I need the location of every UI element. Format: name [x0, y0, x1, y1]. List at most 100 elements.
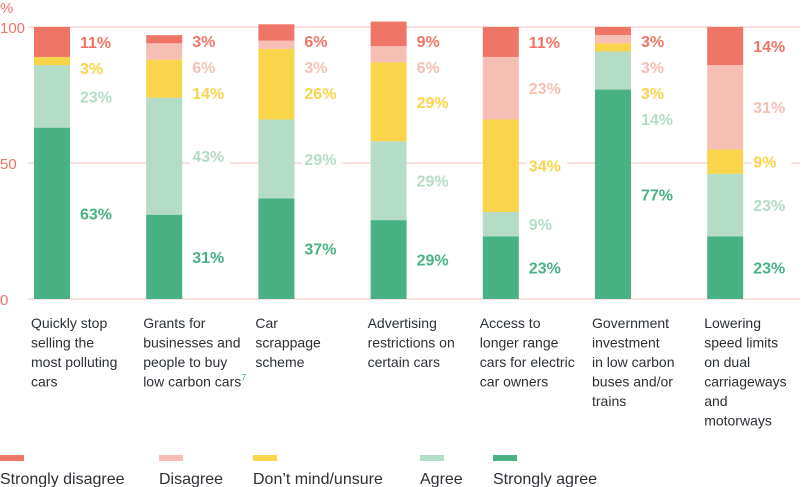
legend-swatch — [253, 455, 277, 461]
bar-segment — [370, 141, 407, 221]
bar-segment — [146, 59, 183, 98]
label-background — [302, 84, 343, 104]
data-label: 9% — [417, 34, 440, 51]
category-label: buses and/or — [592, 374, 673, 390]
category-label: scheme — [255, 354, 304, 370]
bar-segment — [707, 149, 744, 174]
data-label: 37% — [304, 242, 336, 259]
y-tick-label: 50 — [0, 156, 17, 173]
label-background — [751, 152, 792, 173]
category-label: trains — [592, 393, 626, 409]
data-label: 77% — [641, 187, 673, 204]
bar-segment — [34, 56, 70, 66]
label-background — [639, 32, 679, 52]
label-background — [78, 204, 118, 225]
label-background — [751, 37, 792, 58]
bar-segment — [595, 27, 631, 36]
legend-label: Don’t mind/unsure — [253, 471, 383, 487]
category-label: car owners — [480, 374, 548, 390]
bar-segment — [34, 27, 70, 57]
legend-swatch — [159, 455, 183, 461]
label-background — [190, 58, 231, 78]
data-label: 14% — [753, 39, 785, 56]
category-label: on dual — [704, 354, 750, 370]
data-label: 3% — [641, 34, 664, 51]
bar-segment — [595, 43, 631, 52]
bar-segment — [707, 65, 744, 150]
data-label: 3% — [641, 86, 664, 103]
data-label: 26% — [304, 86, 336, 103]
category-label: Car — [255, 315, 278, 331]
label-background — [302, 239, 343, 260]
category-label: Access to — [480, 315, 541, 331]
category-label: Grants for — [143, 315, 206, 331]
category-label: people to buy — [143, 354, 227, 370]
label-background — [639, 84, 679, 104]
data-label: 23% — [529, 81, 561, 98]
label-background — [639, 110, 679, 130]
bar-segment — [258, 24, 295, 41]
data-label: 43% — [192, 149, 224, 166]
label-background — [526, 215, 567, 236]
label-background — [751, 258, 792, 279]
legend-label: Agree — [420, 471, 463, 487]
bar-segment — [258, 48, 295, 120]
label-background — [414, 58, 455, 78]
data-label: 23% — [753, 261, 785, 278]
label-background — [751, 196, 792, 217]
data-label: 6% — [192, 60, 215, 77]
label-background — [78, 87, 118, 108]
bar-segment — [370, 46, 407, 63]
data-label: 23% — [529, 261, 561, 278]
category-label: Government — [592, 315, 669, 331]
label-background — [526, 79, 567, 100]
category-label: longer range — [480, 335, 559, 351]
bar-segment — [707, 27, 744, 66]
label-background — [190, 147, 231, 168]
data-label: 63% — [80, 206, 112, 223]
data-label: 29% — [417, 95, 449, 112]
bar-segment — [258, 40, 295, 49]
category-label: speed limits — [704, 335, 778, 351]
label-background — [302, 149, 343, 170]
label-background — [526, 258, 567, 279]
bar-segment — [482, 56, 519, 120]
data-label: 34% — [529, 159, 561, 176]
category-label: low carbon cars7 — [143, 373, 246, 390]
label-background — [639, 58, 679, 78]
label-background — [414, 32, 455, 52]
bar-segment — [707, 173, 744, 237]
bar-segment — [370, 21, 407, 47]
category-label: and — [704, 393, 727, 409]
legend-swatch — [420, 455, 444, 461]
category-label: scrappage — [255, 335, 321, 351]
data-label: 23% — [753, 198, 785, 215]
data-label: 11% — [529, 35, 560, 52]
bar-segment — [595, 35, 631, 44]
label-background — [78, 32, 118, 53]
data-label: 3% — [641, 60, 664, 77]
data-label: 29% — [417, 253, 449, 270]
data-label: 11% — [80, 35, 111, 52]
data-label: 23% — [80, 89, 112, 106]
bar-segment — [34, 65, 70, 128]
bar-segment — [146, 35, 183, 44]
data-label: 9% — [753, 155, 776, 172]
data-label: 29% — [417, 174, 449, 191]
category-label: in low carbon — [592, 354, 675, 370]
data-label: 9% — [529, 217, 552, 234]
data-label: 31% — [753, 100, 785, 117]
category-label: businesses and — [143, 335, 240, 351]
data-label: 3% — [192, 34, 215, 51]
data-label: 14% — [641, 112, 673, 129]
legend-label: Strongly agree — [493, 471, 597, 487]
bar-segment — [146, 97, 183, 215]
category-label: selling the — [31, 335, 94, 351]
category-label: Advertising — [368, 315, 437, 331]
label-background — [302, 58, 343, 78]
label-background — [414, 171, 455, 192]
bar-segment — [595, 51, 631, 90]
bar-segment — [146, 214, 183, 299]
bar-segment — [370, 220, 407, 299]
